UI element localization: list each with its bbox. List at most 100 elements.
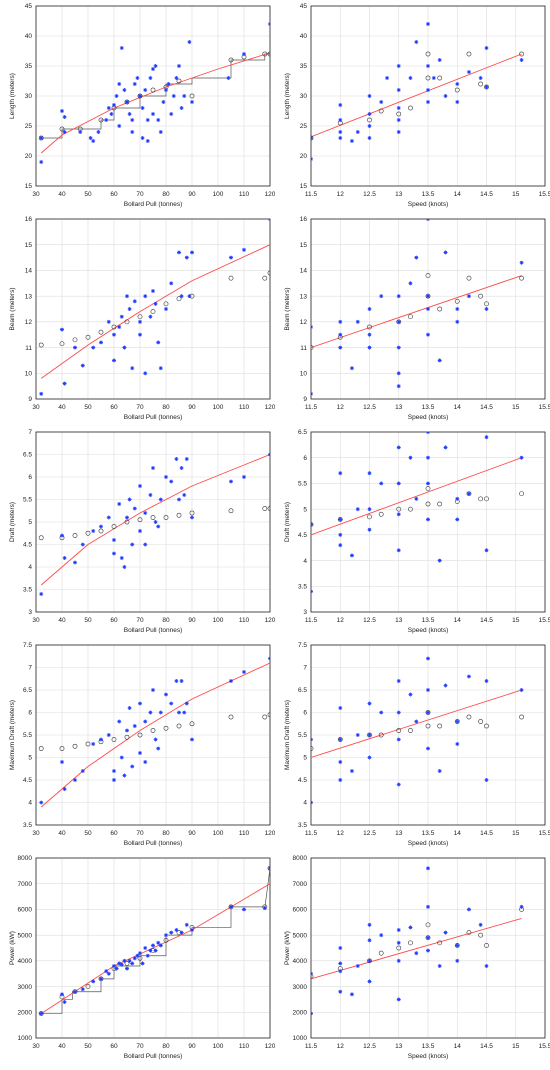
y-tick-label: 4000 [18,958,33,965]
x-tick-label: 14 [454,1043,462,1050]
data-point [156,118,161,122]
data-point [104,969,109,974]
data-point [455,496,460,501]
data-point [169,281,174,286]
plot-frame [35,5,271,187]
data-point [104,118,109,122]
fitted-point [98,528,104,534]
y-axis-label: Draft (meters) [9,502,16,542]
y-tick-label: 13 [300,293,308,300]
data-point [91,529,96,533]
data-point [396,679,401,683]
data-point [311,391,313,396]
x-tick-label: 110 [239,617,250,624]
y-tick-label: 4000 [293,958,308,965]
data-point [242,247,246,252]
x-tick-label: 11.5 [305,617,318,624]
data-point [127,307,132,311]
fitted-point [519,491,524,497]
data-point [112,538,116,542]
x-tick-label: 40 [58,830,66,837]
data-point [338,961,343,966]
x-axis-label: Bollard Pull (tonnes) [124,627,183,634]
data-point [367,124,372,128]
data-point [367,701,372,706]
x-tick-label: 70 [136,1043,144,1050]
regression-line [311,689,522,758]
data-point [443,94,448,98]
x-tick-label: 30 [32,191,40,198]
data-point [311,325,313,329]
data-point [158,943,163,948]
data-point [379,100,384,104]
x-tick-label: 100 [213,830,224,837]
y-tick-label: 8000 [18,855,33,862]
data-point [164,88,168,92]
data-point [437,558,442,563]
data-point [106,515,111,520]
regression-line [40,662,270,808]
fitted-point [176,78,182,84]
y-tick-label: 3.5 [298,822,307,829]
x-tick-label: 50 [84,191,92,198]
chart-svg: 11.5 12 12.5 13 13.5 14 14.5 15 15.5 1000 2000 3000… [284,855,550,1060]
data-point [396,481,401,486]
fitted-point [150,728,156,733]
data-point [140,961,145,966]
data-point [122,88,127,92]
x-tick-label: 13 [395,617,403,624]
fitted-point [150,309,156,314]
data-point [426,656,430,661]
chart-panel: 11.5 12 12.5 13 13.5 14 14.5 15 15.5 9 10 11 12 13 14 1… [275,213,550,426]
y-tick-label: 12 [25,319,33,326]
data-point [367,958,372,963]
data-point [443,683,448,688]
data-point [484,46,489,50]
x-tick-label: 11.5 [305,1043,318,1050]
x-tick-label: 13.5 [422,404,435,411]
data-point [311,157,313,161]
data-point [73,989,77,994]
data-point [138,319,142,324]
fitted-point [124,519,130,525]
data-point [396,997,401,1002]
x-tick-label: 40 [58,1043,66,1050]
data-point [99,524,103,529]
plot-frame [310,5,546,187]
x-tick-label: 100 [213,191,224,198]
data-point [268,452,270,457]
data-point [242,475,246,479]
y-tick-label: 4 [28,800,32,807]
y-tick-label: 4 [303,558,307,565]
y-tick-label: 2000 [18,1009,33,1016]
data-point [73,345,77,350]
x-tick-label: 13 [395,830,403,837]
data-point [99,976,103,981]
data-point [426,64,430,68]
data-point [367,938,372,943]
data-point [138,484,142,488]
data-point [455,742,460,746]
data-point [164,475,168,479]
fitted-point [262,51,268,57]
fitted-point [408,728,413,733]
y-tick-label: 1000 [293,1035,308,1042]
chart-panel: 11.5 12 12.5 13 13.5 14 14.5 15 15.5 15 20 25 30 35 40… [275,0,550,213]
data-point [349,992,354,997]
fitted-point [85,741,91,747]
y-tick-label: 6.5 [298,429,307,436]
data-point [367,755,372,760]
fitted-point [484,723,489,729]
fitted-point [163,725,169,731]
data-point [62,787,67,791]
data-point [60,992,64,997]
data-point [367,733,372,737]
y-tick-label: 4.5 [298,532,307,539]
fitted-point [425,710,431,715]
y-tick-label: 35 [300,63,308,70]
y-tick-label: 45 [25,3,33,10]
data-point [396,940,401,945]
y-tick-label: 8000 [293,855,308,862]
data-point [132,956,137,961]
data-point [338,737,343,742]
